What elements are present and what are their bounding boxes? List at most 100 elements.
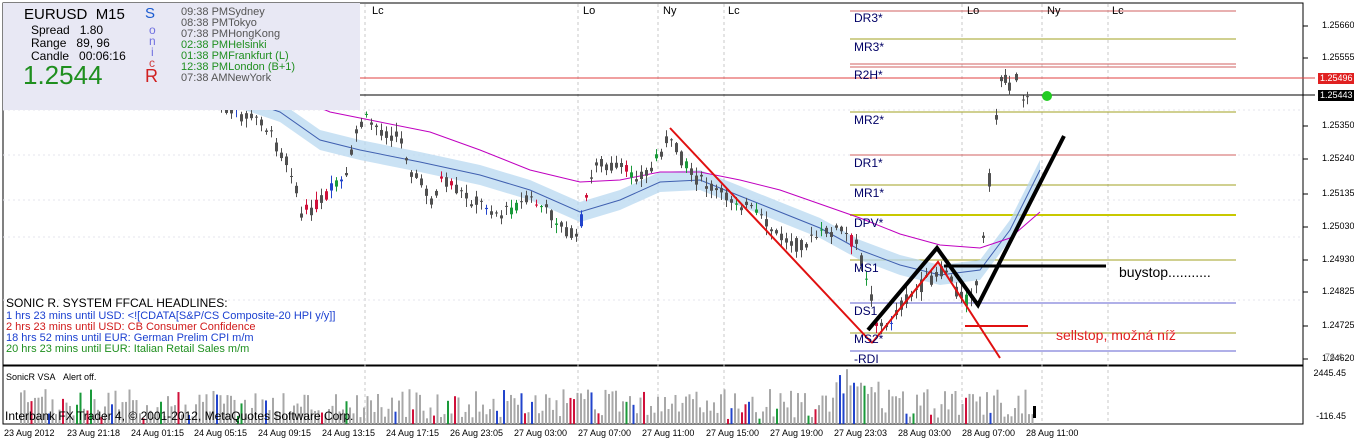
candle-body [890,322,893,324]
price-axis-label: 1.25135 [1322,188,1354,198]
candle-body [305,204,308,210]
volume-bar [993,395,995,424]
volume-bar [167,396,169,424]
volume-bar [51,399,54,424]
black-w-pattern [866,135,1066,332]
r-letter: R [145,66,158,86]
volume-bar [93,399,96,424]
candle-body [545,204,548,208]
candle-body [900,300,903,310]
volume-bar [709,410,712,424]
volume-bar [590,392,593,424]
volume-bar [310,409,313,424]
candle-body [345,173,348,176]
price-axis-label: 1.25030 [1322,221,1354,231]
volume-bar [874,392,876,424]
candle-body [1004,74,1007,83]
candle-body [560,222,563,227]
volume-bar [289,414,292,424]
candle-body [310,207,313,216]
candle-body [240,114,243,122]
volume-bar [919,405,922,424]
volume-bar [615,390,617,424]
candle-body [435,190,438,196]
candle-body [380,129,383,136]
volume-bar [160,401,162,424]
volume-bar [776,408,778,424]
volume-bar [240,403,243,424]
candle-body [470,204,473,207]
volume-bar [90,389,92,424]
candle-body [785,238,788,243]
volume-bar [419,394,421,424]
volume-bar [209,411,211,424]
volume-bar [947,409,950,424]
volume-bar [933,408,936,424]
candle-body [495,212,498,214]
volume-bar [335,394,337,424]
sonic-i-letter: i [151,45,154,59]
candle-body [620,163,623,167]
session-time: 08:38 PM [181,17,229,29]
candle-body [245,113,248,119]
symbol-label: EURUSD M15 [24,6,125,23]
candle-body [570,228,573,238]
red-trendline [669,127,873,344]
volume-bar [342,409,344,424]
candle-body [815,236,818,238]
volume-bar [706,400,708,424]
volume-bar [226,395,229,424]
volume-bar [261,399,264,424]
session-time: 07:38 AM [181,72,228,84]
volume-bar [324,414,327,424]
candle-body [580,214,583,227]
volume-bar [146,405,148,424]
session-city: London (B+1) [228,61,296,73]
volume-bar [279,412,281,424]
volume-bar [174,405,176,424]
volume-bar [37,397,40,424]
volume-bar [926,389,929,424]
price-axis-label: 1.24930 [1322,254,1354,264]
session-marker-label: Lc [1112,5,1124,17]
time-axis-label: 26 Aug 23:05 [450,428,504,438]
candle-body [725,192,728,201]
candle-body [520,201,523,203]
volume-bar [454,396,456,424]
volume-bar [1021,413,1023,424]
candle-body [275,142,278,152]
price-axis-label: 1.25660 [1322,20,1354,30]
candle-body [405,158,408,161]
volume-bar [835,382,838,424]
candle-body [755,209,758,213]
candle-body [390,135,393,141]
volume-bar [398,400,400,424]
volume-bar [594,409,596,424]
volume-bar [132,400,134,424]
session-marker-label: Ny [1047,5,1061,17]
volume-bar [450,413,453,424]
volume-bar [797,393,799,424]
sellstop-annotation: sellstop, možná níž [1056,327,1176,343]
volume-bar [177,392,180,424]
candle-body [825,227,828,234]
volume-bar [58,409,61,424]
volume-bar [317,410,320,424]
candle-body [875,322,878,327]
pivot-label: -RDI [854,352,879,366]
candle-body [485,207,488,210]
volume-bar [440,417,442,424]
volume-bar [121,402,124,424]
candle-body [365,113,368,115]
candle-body [610,162,613,171]
volume-bar [734,393,736,424]
info-panel [3,3,360,110]
volume-bar [968,393,971,424]
volume-bar [433,415,435,424]
session-clock-row: 09:38 PMSydney [181,7,265,18]
volume-bar [1007,414,1009,424]
candle-body [765,219,768,227]
candle-body [845,232,848,234]
volume-bar [184,404,187,424]
